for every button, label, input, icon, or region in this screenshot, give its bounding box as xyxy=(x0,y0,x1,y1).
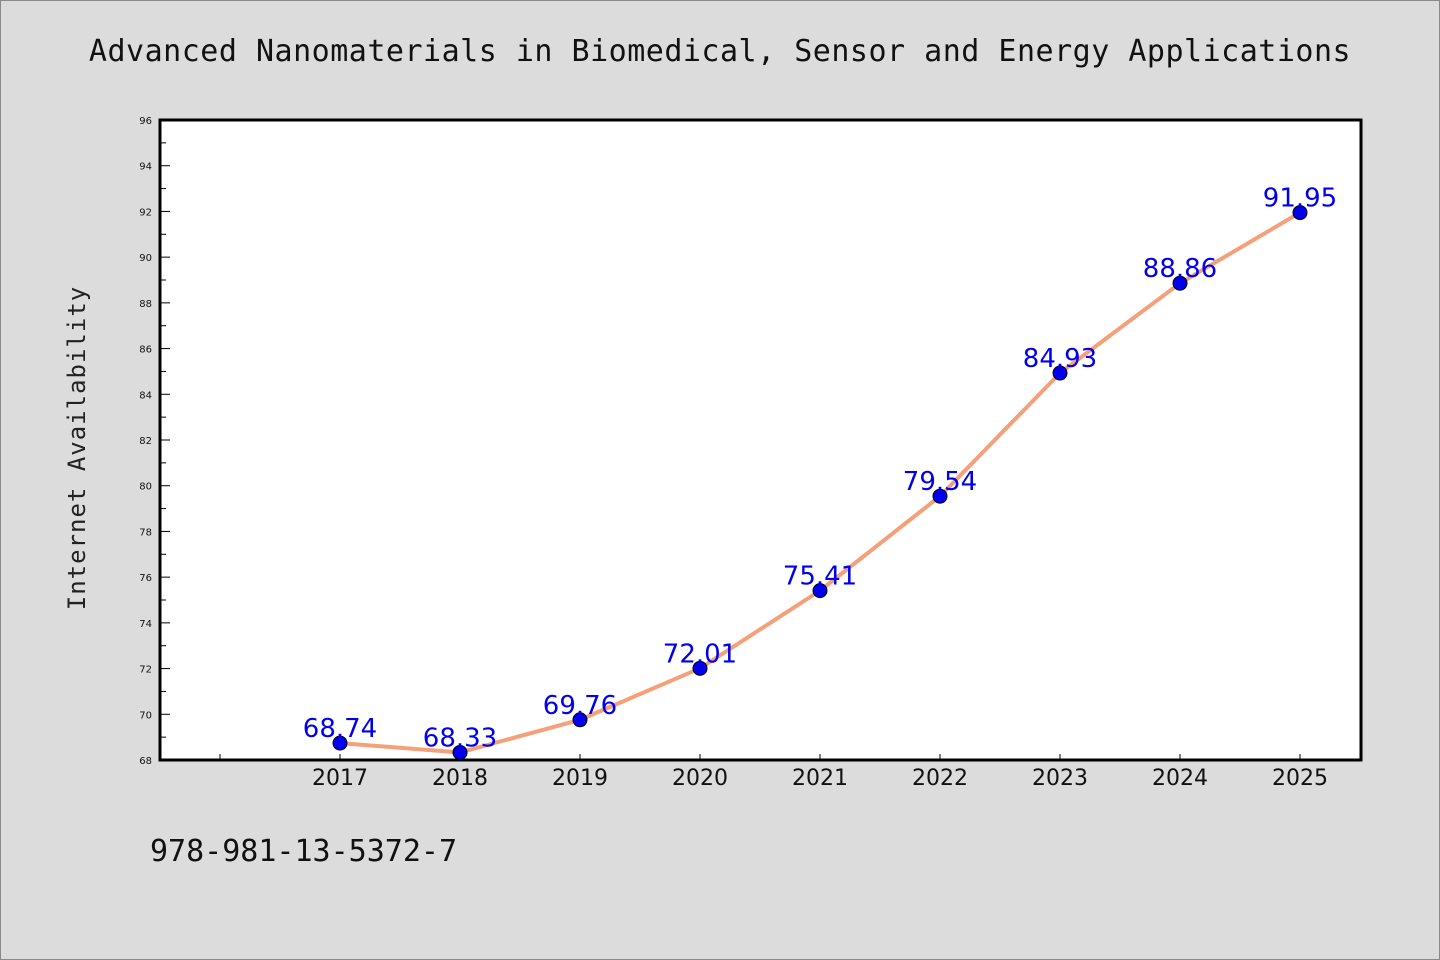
data-label: 68.74 xyxy=(303,714,377,744)
y-tick-label: 86 xyxy=(139,345,152,356)
y-tick-label: 72 xyxy=(139,665,152,676)
y-tick-label: 94 xyxy=(139,162,152,173)
x-tick-label: 2018 xyxy=(432,766,488,791)
data-label: 84.93 xyxy=(1023,344,1097,374)
data-point xyxy=(692,660,708,676)
x-tick-label: 2022 xyxy=(912,766,968,791)
y-tick-label: 96 xyxy=(139,116,152,127)
x-tick-label: 2020 xyxy=(672,766,728,791)
data-point xyxy=(812,583,828,599)
y-tick-label: 74 xyxy=(139,619,152,630)
data-label: 91.95 xyxy=(1263,184,1337,214)
x-tick-label: 2017 xyxy=(312,766,368,791)
x-tick-label: 2023 xyxy=(1032,766,1088,791)
data-label: 88.86 xyxy=(1143,254,1217,284)
y-tick-label: 82 xyxy=(139,436,152,447)
y-tick-label: 88 xyxy=(139,299,152,310)
y-tick-label: 76 xyxy=(139,573,152,584)
y-tick-label: 70 xyxy=(139,710,152,721)
chart-title: Advanced Nanomaterials in Biomedical, Se… xyxy=(88,34,1352,69)
data-point xyxy=(572,712,588,728)
plot-area xyxy=(158,118,1363,762)
data-point xyxy=(1052,365,1068,381)
data-point xyxy=(1292,205,1308,221)
data-point xyxy=(932,488,948,504)
x-tick-label: 2019 xyxy=(552,766,608,791)
y-tick-label: 84 xyxy=(139,390,152,401)
data-point xyxy=(1172,275,1188,291)
data-point xyxy=(452,744,468,760)
y-tick-label: 68 xyxy=(139,756,152,767)
data-label: 68.33 xyxy=(423,723,497,753)
data-label: 69.76 xyxy=(543,691,617,721)
y-tick-label: 90 xyxy=(139,253,152,264)
y-tick-label: 80 xyxy=(139,482,152,493)
x-tick-label: 2021 xyxy=(792,766,848,791)
data-label: 79.54 xyxy=(903,467,977,497)
y-tick-label: 78 xyxy=(139,527,152,538)
x-tick-label: 2024 xyxy=(1152,766,1208,791)
isbn-text: 978-981-13-5372-7 xyxy=(150,834,458,869)
data-point xyxy=(332,735,348,751)
data-label: 75.41 xyxy=(783,562,857,592)
data-label: 72.01 xyxy=(663,639,737,669)
y-tick-label: 92 xyxy=(139,207,152,218)
x-tick-label: 2025 xyxy=(1272,766,1328,791)
